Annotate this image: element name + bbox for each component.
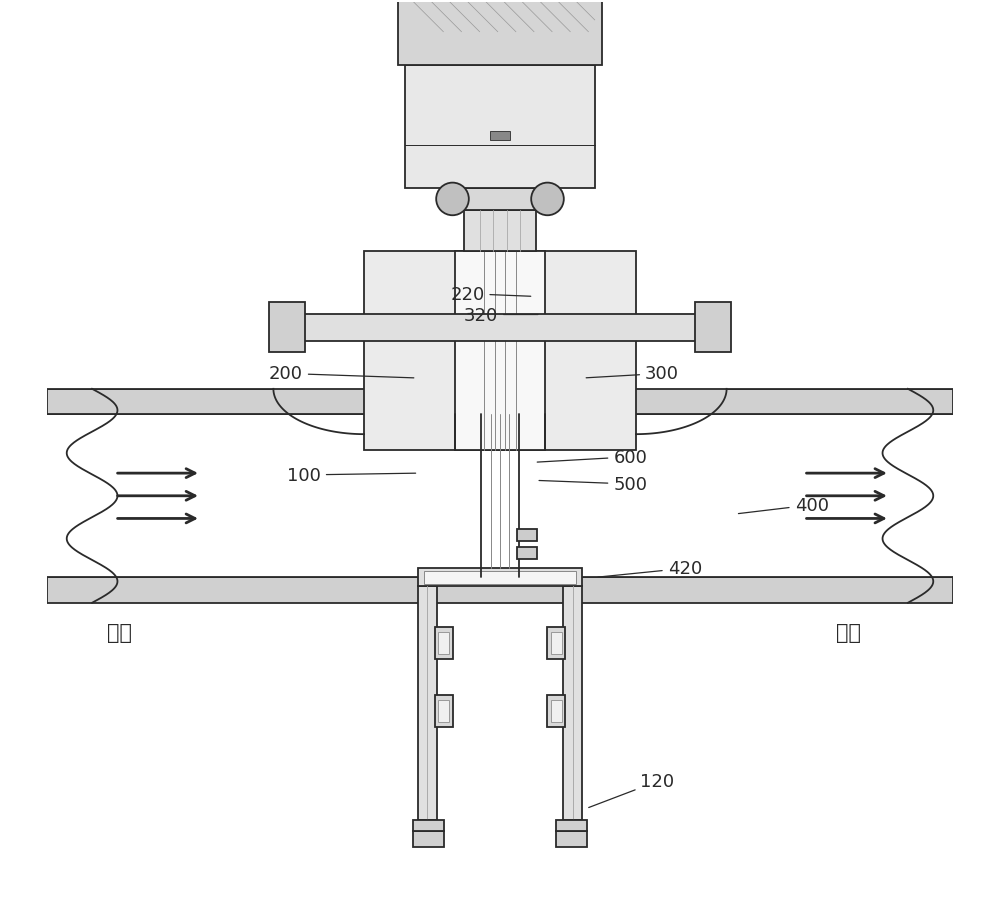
Text: 上游: 上游 <box>107 622 132 642</box>
Bar <box>563 587 582 821</box>
Text: 120: 120 <box>589 773 675 808</box>
Bar <box>551 632 562 655</box>
Circle shape <box>436 183 469 216</box>
Bar <box>556 831 587 847</box>
Circle shape <box>531 183 564 216</box>
Bar <box>435 628 453 660</box>
Bar <box>435 695 453 727</box>
Bar <box>418 568 582 587</box>
Bar <box>301 314 699 342</box>
Bar <box>418 587 437 821</box>
Text: 420: 420 <box>598 559 702 578</box>
Bar <box>455 251 545 451</box>
Bar <box>441 189 559 211</box>
Bar <box>695 303 731 353</box>
Text: 220: 220 <box>450 285 531 303</box>
Bar <box>438 700 449 722</box>
Bar <box>517 548 537 559</box>
Text: 500: 500 <box>539 476 647 494</box>
Text: 600: 600 <box>537 448 647 466</box>
Bar <box>269 303 305 353</box>
Bar <box>47 578 953 603</box>
Bar <box>551 700 562 722</box>
Bar <box>413 831 444 847</box>
Text: 400: 400 <box>738 496 829 515</box>
Bar <box>424 571 576 584</box>
Bar <box>405 67 595 189</box>
Bar <box>547 628 565 660</box>
Text: 320: 320 <box>464 306 538 324</box>
Bar <box>556 821 587 831</box>
Bar <box>490 132 510 141</box>
Bar <box>47 389 953 415</box>
Text: 100: 100 <box>287 466 416 485</box>
Bar <box>547 695 565 727</box>
Bar <box>398 0 602 67</box>
Text: 300: 300 <box>586 365 679 383</box>
Bar <box>364 251 636 451</box>
Bar <box>438 632 449 655</box>
Bar <box>446 384 554 415</box>
Text: 下游: 下游 <box>836 622 861 642</box>
Bar <box>47 415 953 578</box>
Bar <box>413 821 444 831</box>
Bar <box>464 211 536 251</box>
Bar <box>517 530 537 541</box>
Text: 200: 200 <box>269 365 414 383</box>
